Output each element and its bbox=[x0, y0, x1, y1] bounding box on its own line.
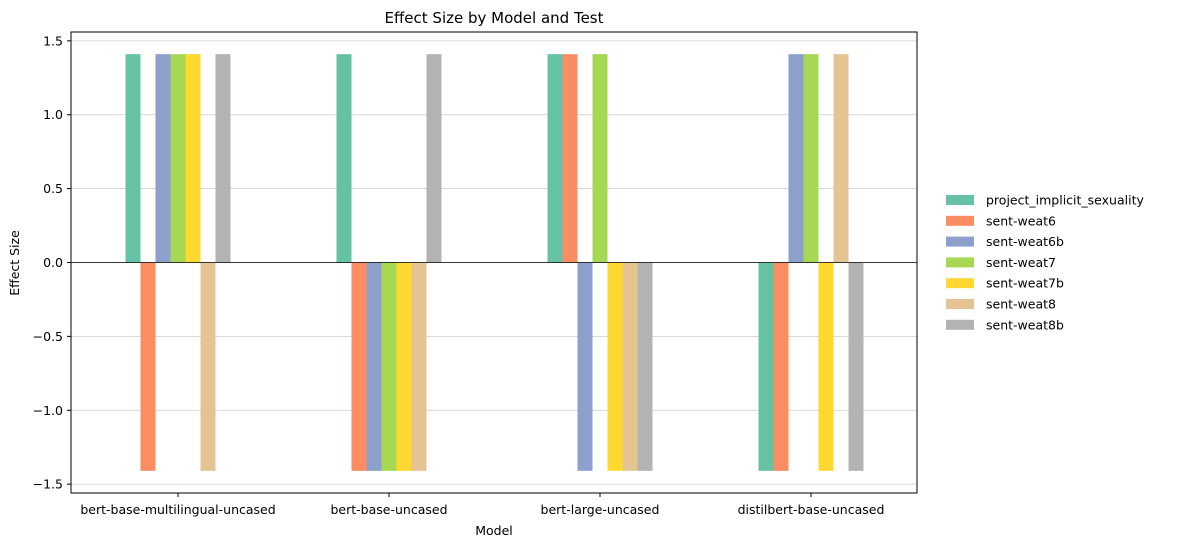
bar-sent-weat7-bert-base-multilingual-uncased bbox=[170, 54, 186, 263]
bar-sent-weat7b-bert-base-multilingual-uncased bbox=[185, 54, 201, 263]
bar-sent-weat8-distilbert-base-uncased bbox=[833, 54, 849, 263]
bar-sent-weat8b-bert-large-uncased bbox=[637, 262, 653, 471]
legend-label-sent-weat8b: sent-weat8b bbox=[986, 317, 1064, 332]
y-tick-label: 1.0 bbox=[43, 107, 63, 122]
bar-sent-weat8-bert-large-uncased bbox=[622, 262, 638, 471]
bar-sent-weat7b-bert-large-uncased bbox=[607, 262, 623, 471]
bars bbox=[125, 54, 864, 471]
bar-sent-weat6b-distilbert-base-uncased bbox=[788, 54, 804, 263]
bar-sent-weat8-bert-base-uncased bbox=[411, 262, 427, 471]
legend: project_implicit_sexuality sent-weat6 sent… bbox=[946, 193, 1144, 332]
bar-sent-weat8b-distilbert-base-uncased bbox=[848, 262, 864, 471]
legend-swatch-sent-weat6b bbox=[946, 236, 974, 247]
legend-label-sent-weat6b: sent-weat6b bbox=[986, 234, 1064, 249]
y-axis: 1.5 1.0 0.5 0.0 −0.5 −1.0 −1.5 bbox=[33, 33, 71, 492]
bar-sent-weat6b-bert-base-uncased bbox=[366, 262, 382, 471]
bar-sent-weat7-bert-large-uncased bbox=[592, 54, 608, 263]
legend-swatch-sent-weat8b bbox=[946, 319, 974, 330]
bar-sent-weat6-distilbert-base-uncased bbox=[773, 262, 789, 471]
legend-swatch-sent-weat7 bbox=[946, 257, 974, 268]
y-axis-title: Effect Size bbox=[7, 230, 22, 296]
x-tick-label: distilbert-base-uncased bbox=[738, 502, 885, 517]
bar-project_implicit_sexuality-bert-base-uncased bbox=[336, 54, 352, 263]
legend-label-sent-weat7b: sent-weat7b bbox=[986, 276, 1064, 291]
legend-label-sent-weat7: sent-weat7 bbox=[986, 255, 1056, 270]
y-tick-label: −1.0 bbox=[33, 403, 63, 418]
bar-sent-weat6-bert-base-uncased bbox=[351, 262, 367, 471]
y-tick-label: 0.0 bbox=[43, 255, 63, 270]
legend-label-project_implicit_sexuality: project_implicit_sexuality bbox=[986, 193, 1144, 208]
chart-title: Effect Size by Model and Test bbox=[385, 9, 604, 27]
bar-sent-weat8b-bert-base-multilingual-uncased bbox=[215, 54, 231, 263]
bar-sent-weat8b-bert-base-uncased bbox=[426, 54, 442, 263]
legend-label-sent-weat6: sent-weat6 bbox=[986, 213, 1056, 228]
y-tick-label: −1.5 bbox=[33, 477, 63, 492]
bar-sent-weat7b-bert-base-uncased bbox=[396, 262, 412, 471]
legend-swatch-project_implicit_sexuality bbox=[946, 195, 974, 205]
bar-sent-weat7-bert-base-uncased bbox=[381, 262, 397, 471]
bar-project_implicit_sexuality-bert-large-uncased bbox=[547, 54, 563, 263]
y-tick-label: 0.5 bbox=[43, 181, 63, 196]
bar-project_implicit_sexuality-bert-base-multilingual-uncased bbox=[125, 54, 141, 263]
bar-sent-weat6b-bert-base-multilingual-uncased bbox=[155, 54, 171, 263]
x-tick-label: bert-large-uncased bbox=[541, 502, 660, 517]
y-tick-label: −0.5 bbox=[33, 329, 63, 344]
bar-sent-weat6b-bert-large-uncased bbox=[577, 262, 593, 471]
x-axis: bert-base-multilingual-uncased bert-base-… bbox=[80, 493, 884, 517]
bar-sent-weat7b-distilbert-base-uncased bbox=[818, 262, 834, 471]
x-tick-label: bert-base-uncased bbox=[331, 502, 448, 517]
bar-project_implicit_sexuality-distilbert-base-uncased bbox=[758, 262, 774, 471]
bar-sent-weat6-bert-large-uncased bbox=[562, 54, 578, 263]
legend-swatch-sent-weat8 bbox=[946, 299, 974, 309]
x-axis-title: Model bbox=[475, 523, 513, 538]
y-tick-label: 1.5 bbox=[43, 33, 63, 48]
bar-sent-weat6-bert-base-multilingual-uncased bbox=[140, 262, 156, 471]
legend-swatch-sent-weat7b bbox=[946, 278, 974, 289]
bar-sent-weat8-bert-base-multilingual-uncased bbox=[200, 262, 216, 471]
legend-swatch-sent-weat6 bbox=[946, 215, 974, 226]
bar-sent-weat7-distilbert-base-uncased bbox=[803, 54, 819, 263]
x-tick-label: bert-base-multilingual-uncased bbox=[80, 502, 275, 517]
legend-label-sent-weat8: sent-weat8 bbox=[986, 297, 1056, 312]
